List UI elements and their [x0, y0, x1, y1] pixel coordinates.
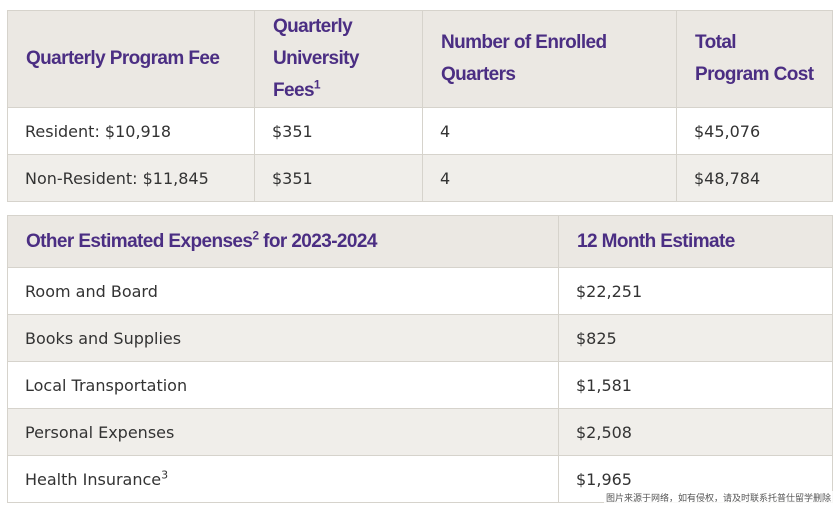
expenses-header-row: Other Estimated Expenses2 for 2023-2024 …	[7, 215, 833, 268]
header-quarterly-university-fees: Quarterly University Fees1	[254, 10, 423, 108]
cell-expense-label: Room and Board	[7, 267, 559, 315]
table-row: Room and Board $22,251	[7, 267, 833, 315]
header-quarterly-program-fee: Quarterly Program Fee	[7, 10, 255, 108]
cell-total-cost: $48,784	[676, 154, 833, 202]
program-fees-table: Quarterly Program Fee Quarterly Universi…	[7, 10, 833, 202]
cell-program-fee: Non-Resident: $11,845	[7, 154, 255, 202]
fees-header-row: Quarterly Program Fee Quarterly Universi…	[7, 10, 833, 108]
cell-university-fees: $351	[254, 107, 423, 155]
cell-expense-value: $2,508	[558, 408, 833, 456]
cell-total-cost: $45,076	[676, 107, 833, 155]
watermark-text: 图片来源于网络，如有侵权，请及时联系托普仕留学删除	[603, 491, 833, 504]
footnote-2: 2	[252, 228, 259, 243]
table-row: Local Transportation $1,581	[7, 361, 833, 409]
cell-university-fees: $351	[254, 154, 423, 202]
cell-expense-value: $825	[558, 314, 833, 362]
estimated-expenses-table: Other Estimated Expenses2 for 2023-2024 …	[7, 215, 833, 503]
cell-expense-label: Health Insurance3	[7, 455, 559, 503]
table-row: Personal Expenses $2,508	[7, 408, 833, 456]
cell-program-fee: Resident: $10,918	[7, 107, 255, 155]
header-12-month-estimate: 12 Month Estimate	[558, 215, 833, 268]
table-row: Non-Resident: $11,845 $351 4 $48,784	[7, 154, 833, 202]
cell-enrolled-quarters: 4	[422, 154, 677, 202]
cell-expense-label: Books and Supplies	[7, 314, 559, 362]
footnote-3: 3	[161, 468, 169, 482]
table-row: Resident: $10,918 $351 4 $45,076	[7, 107, 833, 155]
table-row: Books and Supplies $825	[7, 314, 833, 362]
cell-expense-label: Personal Expenses	[7, 408, 559, 456]
header-other-estimated-expenses: Other Estimated Expenses2 for 2023-2024	[7, 215, 559, 268]
footnote-1: 1	[313, 77, 321, 92]
cell-enrolled-quarters: 4	[422, 107, 677, 155]
header-total-program-cost: Total Program Cost	[676, 10, 833, 108]
cell-expense-label: Local Transportation	[7, 361, 559, 409]
header-number-of-enrolled-quarters: Number of Enrolled Quarters	[422, 10, 677, 108]
cell-expense-value: $1,581	[558, 361, 833, 409]
cell-expense-value: $22,251	[558, 267, 833, 315]
